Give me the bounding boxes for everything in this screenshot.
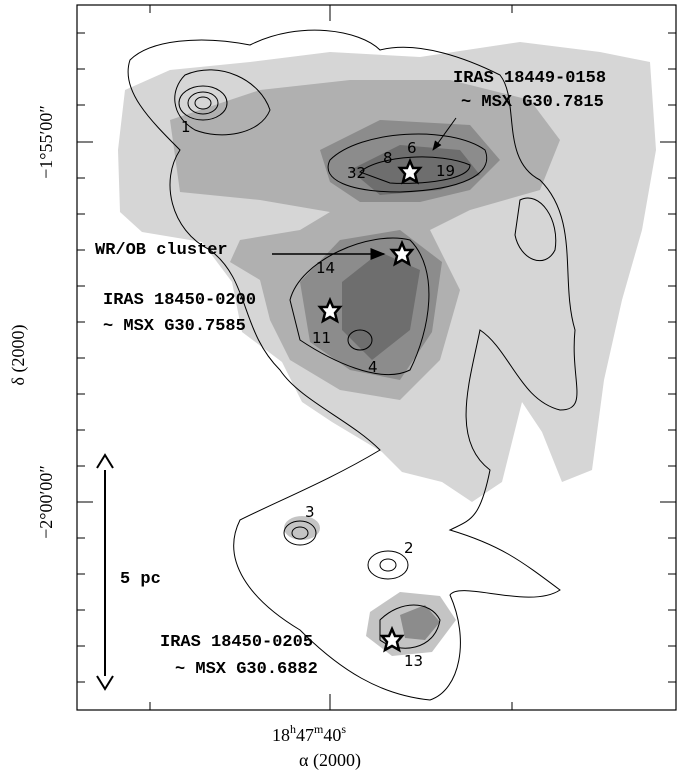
source-label: 8	[383, 149, 393, 167]
y-tick-label: −1°55′00″	[36, 105, 56, 179]
source-label: 1	[181, 118, 191, 136]
y-tick-label: −2°00′00″	[36, 465, 56, 539]
annotation: IRAS 18450-0205	[160, 633, 313, 652]
y-axis-label: δ (2000)	[8, 325, 29, 386]
source-label: 13	[404, 652, 423, 670]
annotation: ~ MSX G30.6882	[175, 660, 318, 679]
annotation: IRAS 18450-0200	[103, 291, 256, 310]
figure: IRAS 18449-0158 ~ MSX G30.7815 WR/OB clu…	[0, 0, 677, 776]
scale-label: 5 pc	[120, 570, 161, 589]
annotation: IRAS 18449-0158	[453, 69, 606, 88]
source-label: 6	[407, 139, 417, 157]
annotation: WR/OB cluster	[95, 241, 228, 260]
source-label: 11	[312, 329, 331, 347]
source-label: 4	[368, 358, 378, 376]
x-tick-label: 18h47m40s	[272, 722, 346, 745]
source-label: 19	[436, 162, 455, 180]
source-label: 14	[316, 259, 335, 277]
source-label: 3	[305, 503, 315, 521]
source-label: 32	[347, 164, 366, 182]
x-axis-label: α (2000)	[299, 750, 361, 771]
source-label: 2	[404, 539, 414, 557]
annotation: ~ MSX G30.7585	[103, 317, 246, 336]
annotation: ~ MSX G30.7815	[461, 93, 604, 112]
